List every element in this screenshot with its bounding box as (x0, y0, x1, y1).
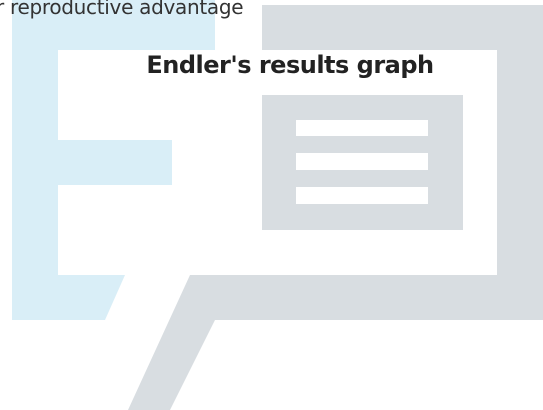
speech-bubble (128, 5, 543, 410)
light-shape (12, 0, 215, 320)
title: Endler's results graph (146, 51, 433, 79)
panel-line (296, 187, 428, 204)
panel-line (296, 153, 428, 170)
panel-line (296, 120, 428, 136)
caption: r reproductive advantage (0, 0, 243, 19)
